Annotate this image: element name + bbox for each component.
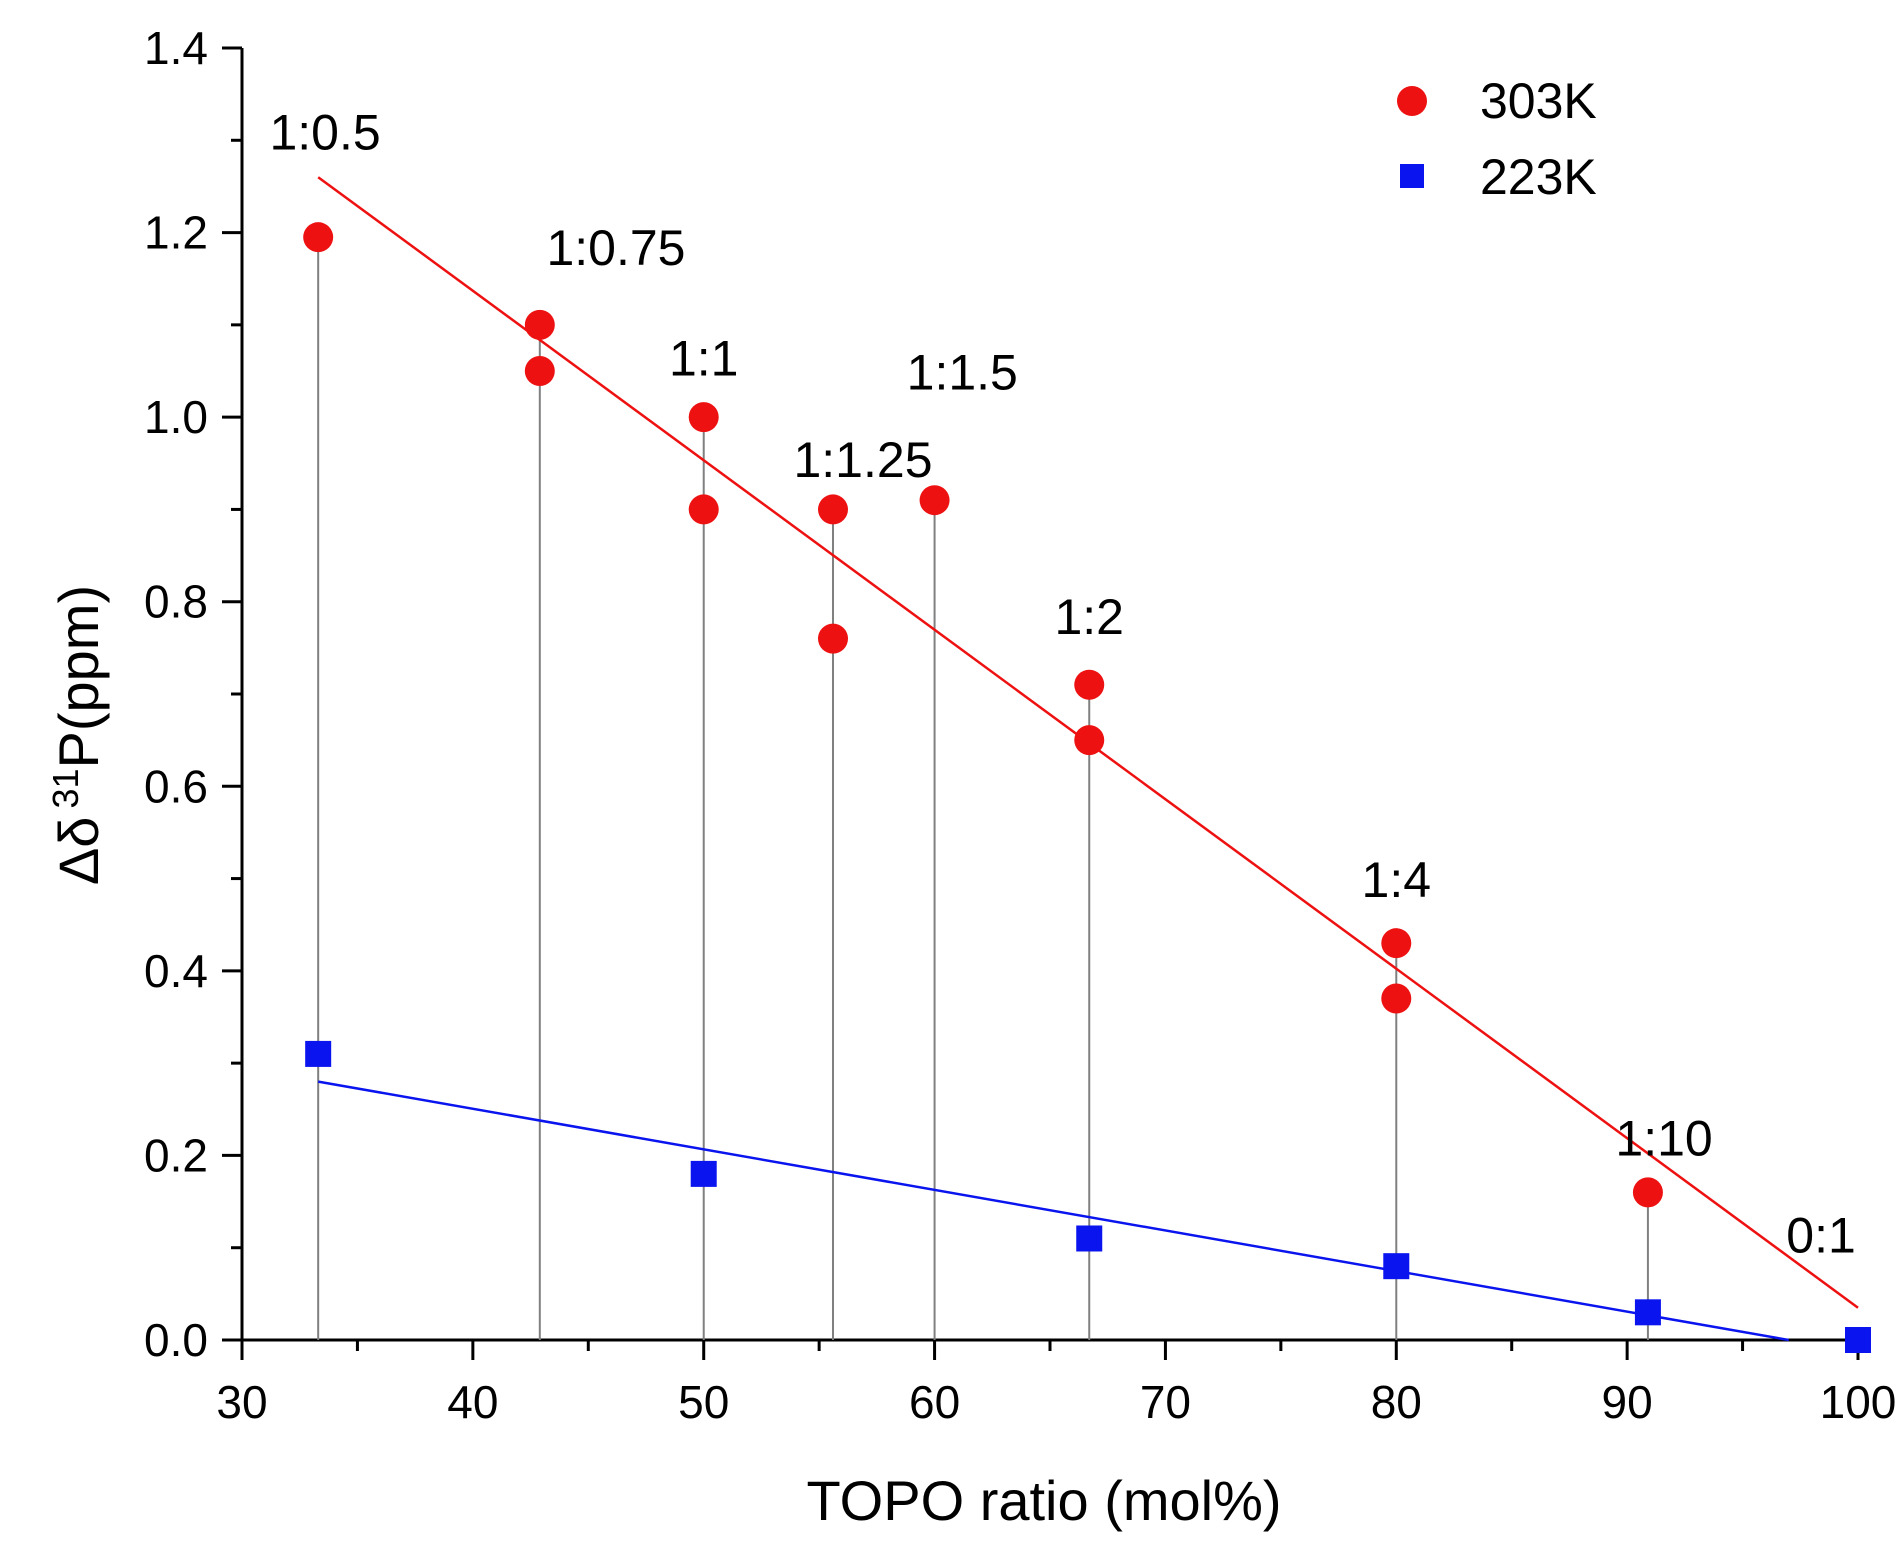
point-303K (1074, 725, 1105, 756)
point-223K (690, 1160, 717, 1187)
point-303K (524, 356, 555, 386)
y-tick-label: 0.0 (144, 1314, 208, 1366)
point-223K (1634, 1299, 1661, 1326)
point-303K (1632, 1177, 1663, 1208)
point-223K (1845, 1327, 1871, 1353)
point-223K (1383, 1253, 1410, 1280)
point-303K (919, 485, 950, 516)
ratio-label: 1:0.75 (546, 220, 685, 276)
data-markers (303, 222, 1871, 1353)
y-tick-label: 0.2 (144, 1129, 208, 1181)
point-303K (524, 309, 555, 340)
point-303K (817, 494, 848, 525)
ratio-label: 1:1 (669, 331, 739, 387)
point-303K (1381, 983, 1412, 1014)
point-223K (305, 1040, 332, 1067)
y-axis-title: Δδ 31P(ppm) (45, 585, 110, 885)
y-tick-label: 1.2 (144, 207, 208, 259)
ratio-labels: 1:0.5 1:0.75 1:1 1:1.25 1:1.5 1:2 1:4 1:10 0:1 (269, 105, 1855, 1264)
x-tick-label: 90 (1602, 1376, 1653, 1428)
legend: 303K 223K (1397, 73, 1597, 205)
legend-label-303K: 303K (1480, 73, 1597, 129)
point-303K (688, 494, 719, 525)
ratio-label: 1:1.25 (793, 432, 932, 488)
y-axis-title-suffix: P(ppm) (47, 585, 110, 769)
x-tick-label: 60 (909, 1376, 960, 1428)
ratio-label: 1:10 (1615, 1110, 1712, 1166)
legend-marker-303K (1397, 86, 1427, 116)
y-axis-title-prefix: Δδ (47, 817, 110, 886)
y-tick-label: 1.0 (144, 391, 208, 443)
point-303K (688, 402, 719, 433)
y-tick-label: 0.8 (144, 576, 208, 628)
point-303K (1074, 669, 1105, 700)
legend-label-223K: 223K (1480, 149, 1597, 205)
point-303K (1381, 928, 1412, 959)
x-tick-label: 40 (447, 1376, 498, 1428)
x-tick-label: 80 (1371, 1376, 1422, 1428)
axes: 30 40 50 60 70 80 90 100 0.0 0.2 0.4 0.6 0.8 1.0 1.2 1.… (144, 22, 1896, 1428)
legend-marker-223K (1400, 164, 1424, 188)
x-tick-label: 70 (1140, 1376, 1191, 1428)
ratio-label: 0:1 (1786, 1207, 1856, 1263)
x-axis-title: TOPO ratio (mol%) (806, 1469, 1281, 1532)
drop-lines (317, 237, 1649, 1340)
ratio-label: 1:2 (1054, 589, 1124, 645)
y-axis-title-superscript: 31 (45, 768, 86, 808)
point-223K (1076, 1225, 1103, 1252)
y-tick-label: 1.4 (144, 22, 208, 74)
y-tick-label: 0.6 (144, 760, 208, 812)
fit-line-223K (317, 1080, 1789, 1342)
point-303K (303, 222, 334, 253)
ratio-label: 1:1.5 (907, 344, 1018, 400)
ratio-label: 1:4 (1362, 852, 1432, 908)
point-303K (817, 623, 848, 654)
x-tick-label: 100 (1820, 1376, 1897, 1428)
x-tick-label: 30 (216, 1376, 267, 1428)
ratio-label: 1:0.5 (269, 105, 380, 161)
x-tick-label: 50 (678, 1376, 729, 1428)
y-tick-label: 0.4 (144, 945, 208, 997)
